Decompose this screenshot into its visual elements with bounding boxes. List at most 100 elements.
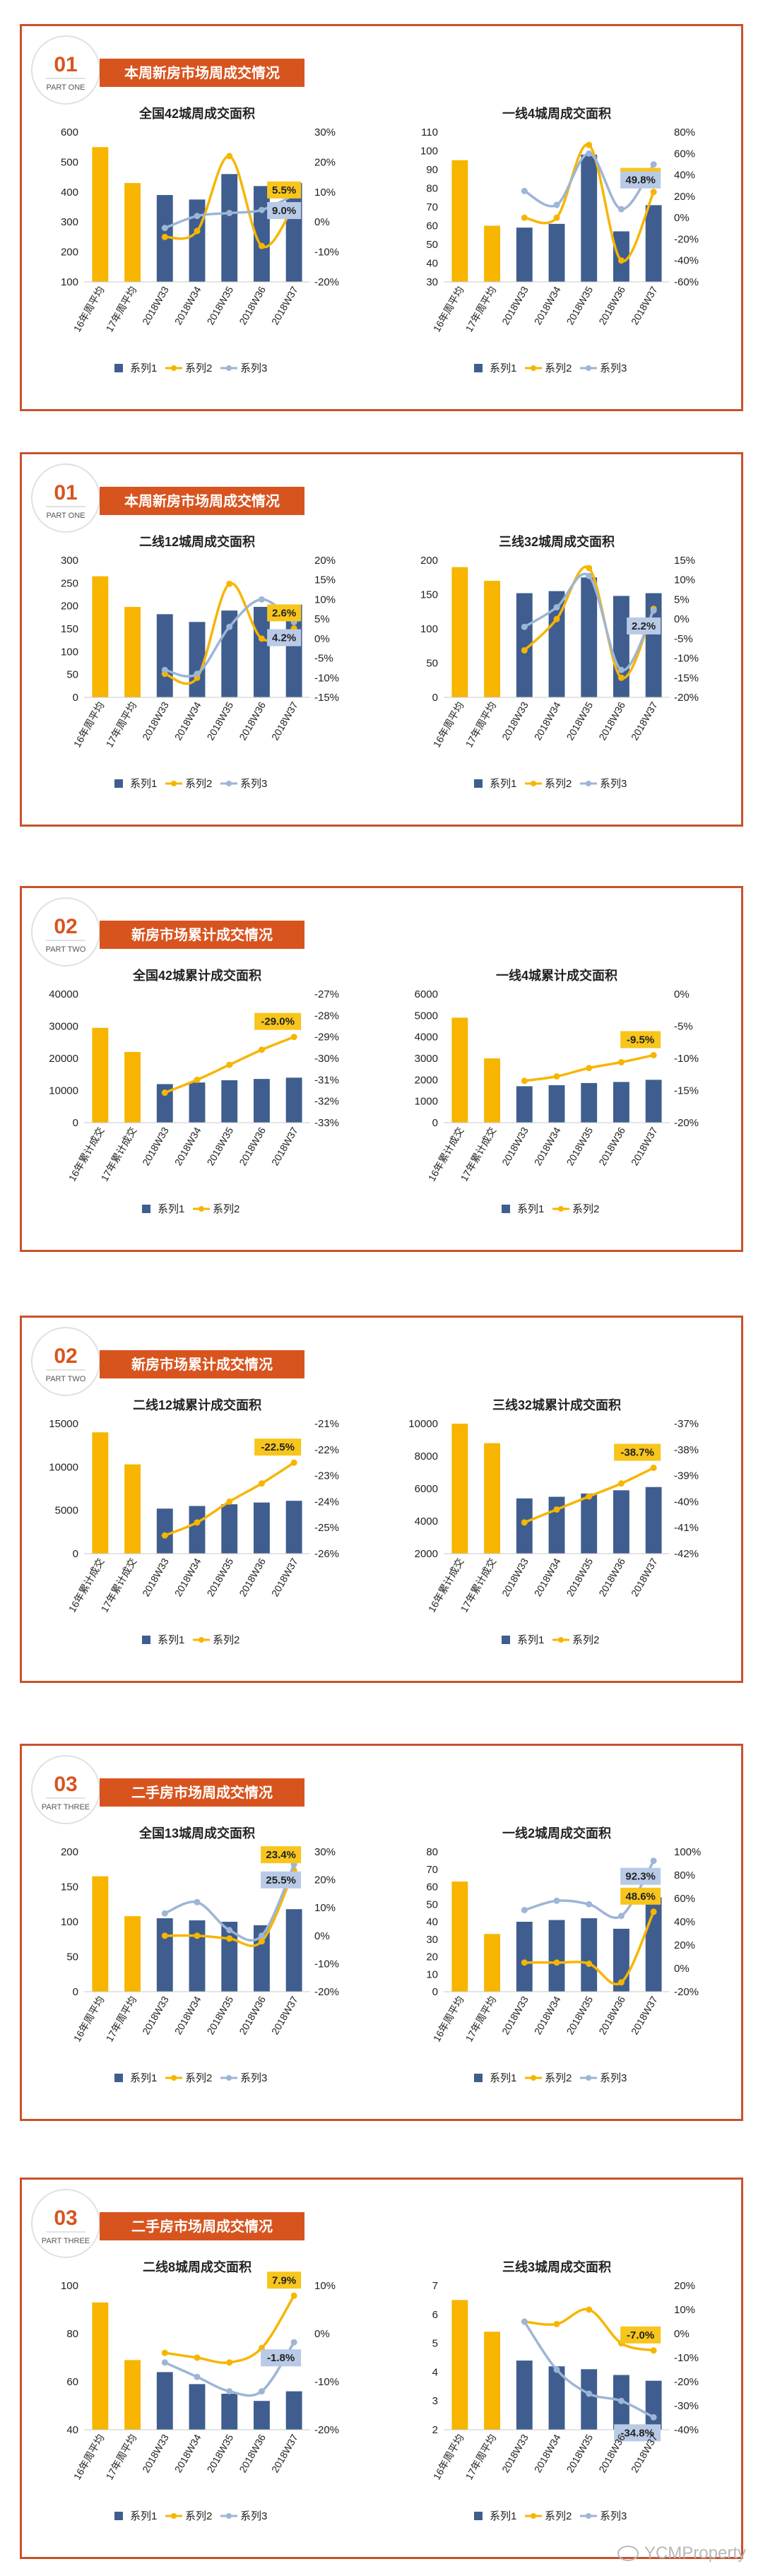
data-label: -7.0%: [627, 2329, 654, 2341]
series2-point: [650, 1051, 657, 1058]
right-axis-tick: -40%: [674, 1496, 699, 1508]
data-label-box: [267, 181, 302, 199]
right-axis-tick: 5%: [314, 613, 330, 625]
left-axis-tick: 0: [432, 1986, 438, 1998]
legend-swatch-series1: [114, 2512, 123, 2520]
section-title: 本周新房市场周成交情况: [124, 64, 280, 81]
legend-label: 系列3: [600, 2072, 627, 2084]
bar-series1: [613, 231, 629, 282]
category-label: 2018W36: [237, 1994, 268, 2036]
bar-series1: [548, 591, 565, 697]
legend-label: 系列3: [600, 2510, 627, 2522]
legend-swatch-series1: [142, 1636, 150, 1644]
series2-point: [226, 580, 233, 587]
left-axis-tick: 100: [61, 1916, 78, 1928]
category-label: 17年周平均: [104, 700, 139, 750]
series3-point: [161, 1910, 168, 1917]
data-label-box: [267, 202, 302, 220]
right-axis-tick: -10%: [674, 653, 699, 665]
category-label: 2018W36: [237, 1556, 268, 1598]
data-label-box: [620, 2326, 661, 2344]
wechat-icon: [617, 2546, 639, 2561]
series3-point: [226, 623, 233, 630]
chart: 二线12城累计成交面积 0 5000 10000 15000 -26% -25% -24% -2…: [49, 1398, 339, 1646]
category-label: 2018W37: [269, 1556, 300, 1598]
category-label: 2018W34: [172, 1994, 203, 2036]
series3-point: [521, 187, 528, 194]
right-axis-tick: -33%: [314, 1117, 339, 1129]
bar-series1: [156, 1508, 173, 1554]
data-label: -9.5%: [627, 1034, 654, 1046]
right-axis-tick: 20%: [674, 191, 695, 203]
right-axis-tick: 0%: [674, 1963, 690, 1975]
left-axis-tick: 300: [61, 555, 78, 567]
badge-number: 01: [54, 481, 77, 504]
right-axis-tick: 10%: [314, 187, 336, 199]
series3-point: [650, 1857, 657, 1865]
legend-swatch-series1: [114, 364, 123, 372]
series3-line: [524, 572, 655, 672]
bar-annual: [92, 147, 109, 282]
chart: 三线32城累计成交面积 2000 4000 6000 8000 10000 -42% -41%…: [408, 1398, 699, 1646]
legend-swatch-point: [586, 365, 591, 371]
bar-series1: [156, 1084, 173, 1123]
legend-label: 系列2: [545, 2510, 572, 2522]
left-axis-tick: 60: [66, 2376, 78, 2388]
category-label: 2018W37: [269, 1125, 300, 1167]
bar-series1: [221, 610, 238, 697]
data-label: 23.4%: [266, 1849, 296, 1861]
series3-point: [258, 206, 265, 213]
category-label: 2018W34: [532, 1994, 563, 2036]
left-axis-tick: 10000: [49, 1461, 78, 1473]
bar-series1: [254, 1079, 270, 1123]
bar-series1: [254, 2401, 270, 2430]
chart: 一线4城累计成交面积 0 1000 2000 3000 4000 5000 6000 -20% -…: [415, 968, 699, 1215]
right-axis-tick: -28%: [314, 1010, 339, 1022]
series3-point: [553, 201, 560, 208]
series2-point: [258, 242, 265, 249]
chart-title: 三线32城周成交面积: [499, 534, 615, 549]
series2-point: [161, 2349, 168, 2356]
data-label-box: [267, 629, 302, 646]
right-axis-tick: -32%: [314, 1096, 339, 1108]
bar-series1: [516, 1086, 533, 1123]
data-label-box: [627, 617, 661, 634]
data-label-box: [267, 2271, 302, 2289]
category-label: 2018W33: [140, 1994, 171, 2036]
left-axis-tick: 3: [432, 2395, 438, 2407]
bar-annual: [484, 1443, 500, 1554]
right-axis-tick: -24%: [314, 1496, 339, 1508]
legend-label: 系列1: [490, 2072, 516, 2084]
category-label: 2018W35: [204, 699, 235, 742]
legend-swatch-point: [558, 1637, 564, 1643]
category-label: 2018W36: [237, 1125, 268, 1167]
category-label: 2018W37: [629, 699, 660, 742]
bar-series1: [516, 593, 533, 697]
category-label: 2018W35: [564, 284, 595, 326]
category-label: 2018W33: [499, 1556, 531, 1598]
data-label: 5.5%: [272, 184, 296, 196]
left-axis-tick: 5000: [55, 1505, 78, 1517]
left-axis-tick: 30: [426, 1934, 438, 1946]
left-axis-tick: 4: [432, 2366, 438, 2378]
right-axis-tick: -31%: [314, 1074, 339, 1086]
series3-point: [553, 1897, 560, 1904]
left-axis-tick: 10000: [408, 1418, 438, 1430]
right-axis-tick: -42%: [674, 1548, 699, 1560]
category-label: 2018W36: [596, 2432, 627, 2474]
legend-label: 系列1: [490, 778, 516, 790]
chart: 三线32城周成交面积 0 50 100 150 200 -20% -15% -10% -5% 0% 5…: [420, 534, 699, 790]
bar-annual: [451, 567, 468, 697]
right-axis-tick: -60%: [674, 276, 699, 288]
section-title-ribbon: [100, 921, 304, 949]
section-badge: 02 PART TWO: [31, 1327, 100, 1396]
category-label: 2018W36: [596, 284, 627, 326]
series3-point: [650, 2413, 657, 2421]
legend-label: 系列2: [213, 1634, 239, 1646]
bar-series1: [285, 604, 302, 697]
data-label: -29.0%: [261, 1016, 295, 1028]
category-label: 2018W34: [172, 1556, 203, 1598]
left-axis-tick: 5: [432, 2338, 438, 2350]
series3-point: [161, 225, 168, 232]
